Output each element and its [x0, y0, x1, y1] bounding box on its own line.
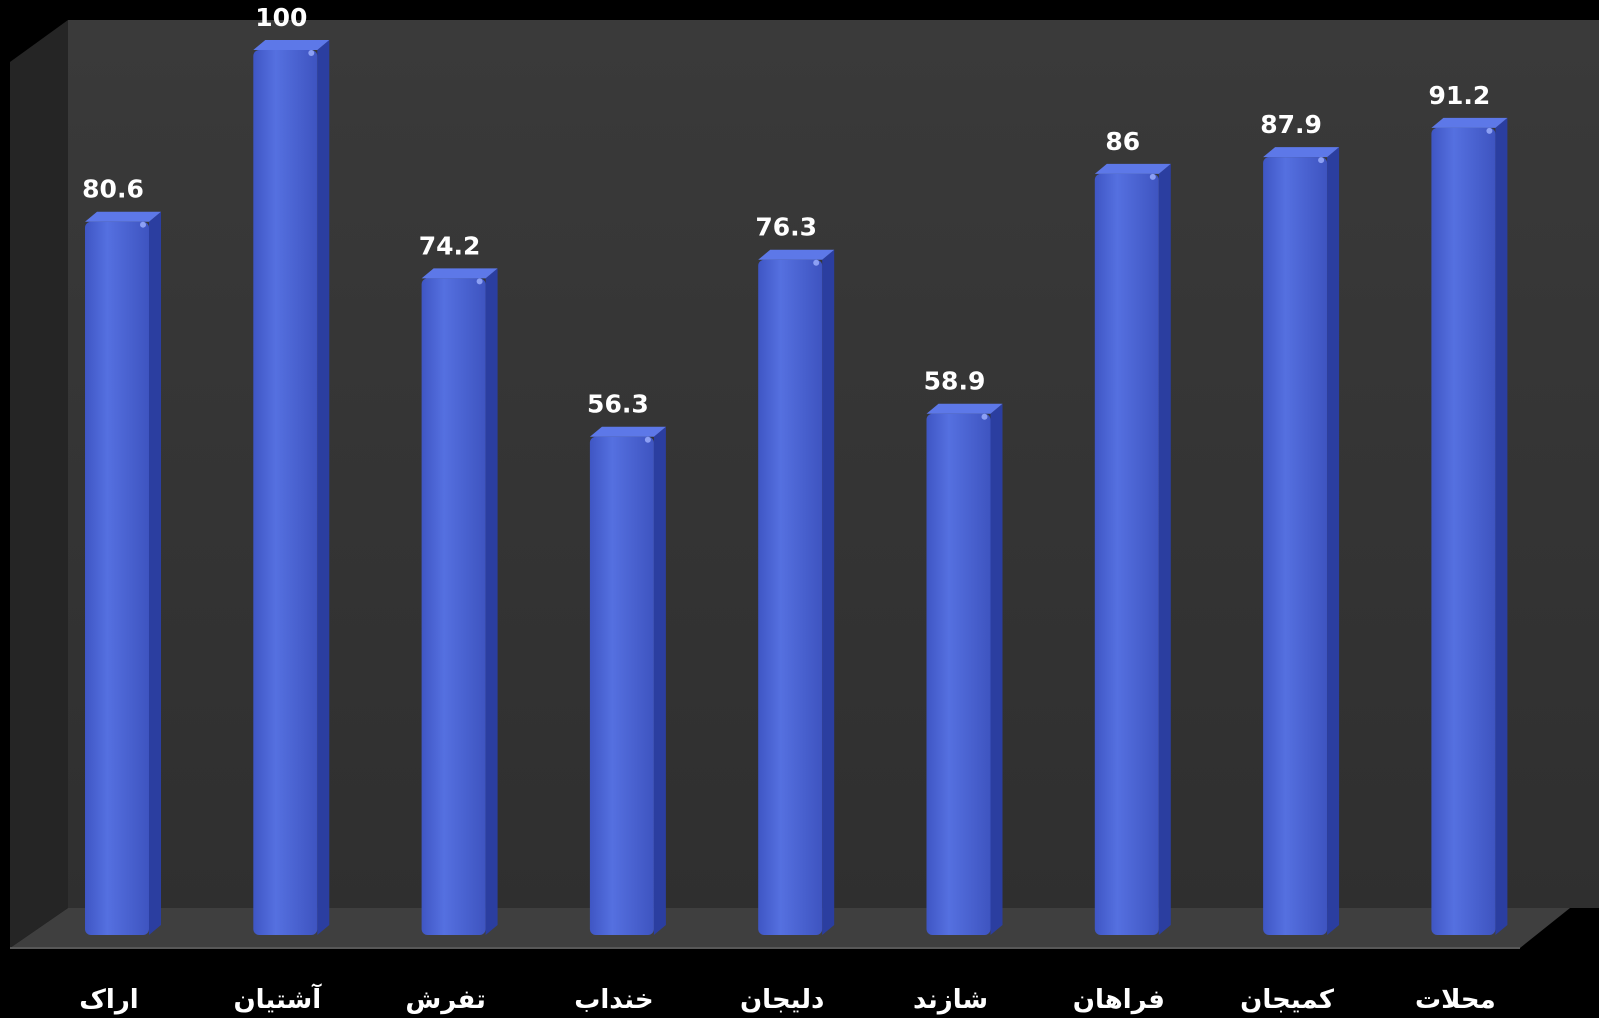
category-label: شازند	[913, 985, 988, 1015]
bar	[927, 404, 1003, 935]
bar-top	[1263, 147, 1339, 157]
value-label: 86	[1105, 127, 1140, 156]
value-label: 91.2	[1429, 81, 1491, 110]
value-label: 80.6	[82, 175, 144, 204]
bar-front	[1263, 157, 1327, 935]
category-label: فراهان	[1073, 985, 1165, 1015]
bar-highlight	[982, 414, 988, 420]
bar-top	[758, 250, 834, 260]
bar-highlight	[140, 222, 146, 228]
value-label: 76.3	[755, 213, 817, 242]
bar-top	[253, 40, 329, 50]
bar-highlight	[1150, 174, 1156, 180]
bar	[85, 212, 161, 935]
bar	[590, 427, 666, 935]
bar-highlight	[1486, 128, 1492, 134]
bar	[1095, 164, 1171, 935]
bar-front	[590, 437, 654, 935]
category-label: دلیجان	[740, 985, 824, 1015]
bar-highlight	[813, 260, 819, 266]
bar-highlight	[308, 50, 314, 56]
category-label: اراک	[79, 985, 138, 1015]
value-label: 100	[255, 3, 307, 32]
category-label: آشتیان	[233, 983, 322, 1015]
bar	[1263, 147, 1339, 935]
category-label: تفرش	[405, 985, 486, 1015]
bar-side	[317, 40, 329, 935]
bar-highlight	[1318, 157, 1324, 163]
bar-front	[253, 50, 317, 935]
bar-top	[85, 212, 161, 222]
bar-front	[758, 260, 822, 935]
category-label: کمیجان	[1240, 985, 1335, 1015]
bar	[253, 40, 329, 935]
value-label: 58.9	[924, 367, 986, 396]
bar-highlight	[477, 278, 483, 284]
bar	[422, 268, 498, 935]
category-label: محلات	[1415, 985, 1496, 1015]
value-label: 56.3	[587, 390, 649, 419]
bar-side	[991, 404, 1003, 935]
side-wall	[10, 20, 68, 948]
bar-top	[422, 268, 498, 278]
category-label: خنداب	[574, 985, 653, 1015]
bar-side	[1495, 118, 1507, 935]
bar-side	[1327, 147, 1339, 935]
bar-front	[1095, 174, 1159, 935]
bar-top	[1431, 118, 1507, 128]
bar-highlight	[645, 437, 651, 443]
bar-front	[85, 222, 149, 935]
bar-side	[822, 250, 834, 935]
bar-front	[927, 414, 991, 935]
bar-top	[590, 427, 666, 437]
bar-top	[927, 404, 1003, 414]
bar	[1431, 118, 1507, 935]
bar	[758, 250, 834, 935]
bar-side	[654, 427, 666, 935]
bar-side	[149, 212, 161, 935]
bar-front	[1431, 128, 1495, 935]
value-label: 74.2	[419, 231, 481, 260]
bar-front	[422, 278, 486, 935]
bar-side	[1159, 164, 1171, 935]
bar-side	[486, 268, 498, 935]
value-label: 87.9	[1260, 110, 1322, 139]
category-labels-layer: اراک آشتیان تفرش خنداب دلیجان شازند فراهان کمیج…	[79, 983, 1495, 1015]
bar-top	[1095, 164, 1171, 174]
